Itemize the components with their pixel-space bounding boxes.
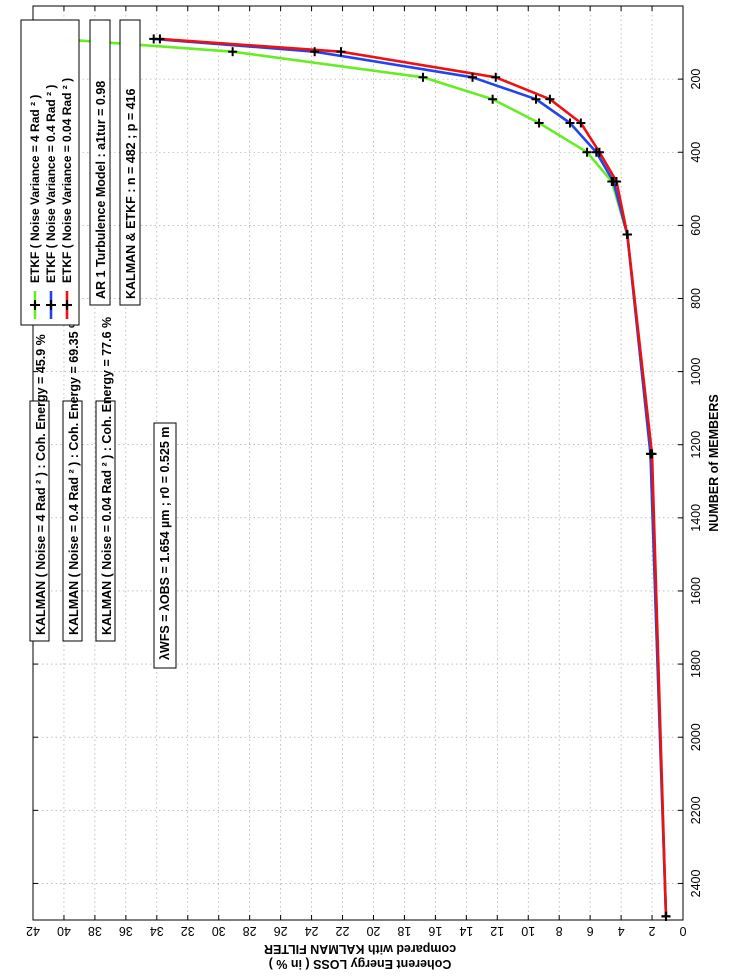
y-tick-label: 22: [336, 924, 350, 938]
legend-label: ETKF ( Noise Variance = 0.04 Rad ² ): [60, 78, 74, 283]
grid: [33, 6, 683, 920]
x-tick-label: 800: [689, 288, 703, 309]
kalman-box-1-text: KALMAN ( Noise = 4 Rad ² ) : Coh. Energy…: [34, 334, 48, 635]
x-tick-label: 2400: [689, 869, 703, 897]
x-tick-label: 1000: [689, 358, 703, 386]
legend-label: ETKF ( Noise Variance = 4 Rad ² ): [28, 95, 42, 283]
y-tick-label: 6: [587, 924, 594, 938]
x-tick-label: 600: [689, 215, 703, 236]
data-point-s1: [534, 118, 544, 128]
y-tick-label: 32: [181, 924, 195, 938]
data-point-s1: [582, 147, 592, 157]
y-tick-label: 42: [26, 924, 40, 938]
y-tick-label: 0: [679, 924, 686, 938]
y-tick-label: 10: [521, 924, 535, 938]
y-tick-label: 36: [119, 924, 133, 938]
y-tick-label: 4: [618, 924, 625, 938]
data-point-s1: [418, 72, 428, 82]
data-point-s2: [565, 118, 575, 128]
legend-label: ETKF ( Noise Variance = 0.4 Rad ² ): [44, 85, 58, 283]
turbulence-box: AR 1 Turbulence Model : a1tur = 0.98: [89, 19, 111, 306]
data-point-s3: [622, 230, 632, 239]
y-tick-label: 28: [243, 924, 257, 938]
y-tick-label: 12: [490, 924, 504, 938]
y-tick-label: 34: [150, 924, 164, 938]
data-point-s3: [647, 449, 657, 459]
wavelength-label: λWFS = λOBS = 1.654 µm ; r0 = 0.525 m: [153, 422, 177, 669]
y-tick-label: 20: [366, 924, 380, 938]
legend-items: ETKF ( Noise Variance = 4 Rad ² ) ETKF ( …: [28, 78, 74, 319]
data-point-s3: [611, 176, 621, 186]
y-tick-label: 38: [88, 924, 102, 938]
data-point-s3: [576, 118, 586, 128]
x-axis-label: NUMBER of MEMBERS: [707, 394, 721, 532]
y-axis-label-line2: compared with KALMAN FILTER: [264, 942, 456, 956]
params-box-text: KALMAN & ETKF : n = 482 ; p = 416: [124, 88, 138, 299]
data-point-s3: [545, 94, 555, 104]
turbulence-box-text: AR 1 Turbulence Model : a1tur = 0.98: [94, 81, 108, 299]
kalman-box-1: KALMAN ( Noise = 4 Rad ² ) : Coh. Energy…: [29, 334, 50, 642]
x-tick-label: 1400: [689, 504, 703, 532]
data-point-s2: [531, 94, 541, 104]
y-tick-label: 16: [428, 924, 442, 938]
x-tick-label: 2200: [689, 796, 703, 824]
y-tick-label: 40: [57, 924, 71, 938]
data-point-s2: [310, 47, 320, 57]
x-tick-label: 200: [689, 69, 703, 90]
kalman-box-3-text: KALMAN ( Noise = 0.04 Rad ² ) : Coh. Ene…: [100, 317, 114, 635]
series-line-3: [159, 37, 668, 917]
data-point-s1: [228, 47, 238, 57]
y-tick-label: 8: [556, 924, 563, 938]
y-axis-label-line1: Coherent Energy LOSS ( in % ): [269, 957, 452, 971]
data-point-s3: [491, 72, 501, 82]
legend-item-1: ETKF ( Noise Variance = 4 Rad ² ): [28, 95, 42, 319]
data-point-s3: [336, 47, 346, 57]
legend: ETKF ( Noise Variance = 4 Rad ² ) ETKF ( …: [20, 19, 80, 326]
data-point-s2: [468, 72, 478, 82]
y-tick-label: 2: [649, 924, 656, 938]
y-tick-label: 26: [274, 924, 288, 938]
legend-item-3: ETKF ( Noise Variance = 0.04 Rad ² ): [60, 78, 74, 319]
plot-area: [32, 5, 684, 921]
data-point-s1: [488, 94, 498, 104]
x-tick-label: 2000: [689, 723, 703, 751]
y-tick-label: 18: [397, 924, 411, 938]
y-tick-label: 14: [459, 924, 473, 938]
kalman-box-2: KALMAN ( Noise = 0.4 Rad ² ) : Coh. Ener…: [62, 317, 83, 642]
wavelength-label-text: λWFS = λOBS = 1.654 µm ; r0 = 0.525 m: [158, 427, 172, 660]
x-tick-label: 1600: [689, 577, 703, 605]
kalman-box-2-text: KALMAN ( Noise = 0.4 Rad ² ) : Coh. Ener…: [67, 317, 81, 635]
x-tick-label: 1800: [689, 650, 703, 678]
series-group: [53, 34, 671, 921]
data-point-s3: [155, 34, 165, 44]
kalman-box-3: KALMAN ( Noise = 0.04 Rad ² ) : Coh. Ene…: [95, 317, 116, 642]
data-point-s3: [594, 147, 604, 157]
x-tick-label: 400: [689, 142, 703, 163]
x-axis-ticks: 200 400 600 800 1000 1200 1400 1600 1800 2000 2200…: [33, 69, 703, 897]
y-tick-label: 24: [305, 924, 319, 938]
params-box: KALMAN & ETKF : n = 482 ; p = 416: [119, 19, 141, 306]
x-tick-label: 1200: [689, 431, 703, 459]
data-point-s3: [661, 911, 671, 921]
legend-item-2: ETKF ( Noise Variance = 0.4 Rad ² ): [44, 85, 58, 319]
y-tick-label: 30: [212, 924, 226, 938]
